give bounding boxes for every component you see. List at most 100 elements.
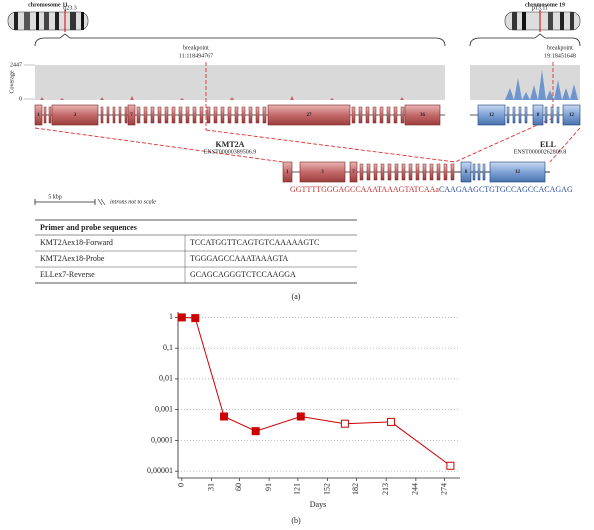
data-point [296,412,305,421]
exon [358,106,363,124]
x-axis-label: Days [310,500,326,509]
x-tick-label: 91 [264,483,273,491]
exon [393,106,398,124]
data-point [340,419,349,428]
breakpoint-position: 19:18451648 [544,53,576,59]
exon [506,106,510,124]
exon [380,163,385,181]
table-cell: ELLex7-Reverse [40,270,95,279]
exon-label: 7 [130,113,133,118]
exon [192,106,197,124]
exon [234,106,239,124]
exon [157,106,162,124]
x-tick-label: 31 [206,483,215,491]
exon [477,104,506,126]
exon [404,104,441,126]
exon [373,163,378,181]
exon [267,104,351,126]
exon [460,161,472,183]
scale-break [97,198,103,206]
exon [255,106,260,124]
chromosome-band: p13.11 [532,5,548,11]
exon [351,106,356,124]
exon [408,163,413,181]
exon [248,106,253,124]
x-tick-label: 152 [322,483,331,495]
exon-label: 36 [420,113,426,118]
gene-models: 1 3 7 27 36 12 8 12 1 3 7 8 12 [34,104,581,183]
gene-name: ELL [540,140,556,149]
exon [150,106,155,124]
table-cell: KMT2Aex18-Forward [40,238,113,247]
y-tick-label: 0,001 [155,405,173,414]
exon [472,163,476,181]
data-point [177,313,186,322]
breakpoint-position: 11:118494767 [179,53,213,59]
exon [227,106,232,124]
scale-break [100,198,106,206]
exon [544,106,548,124]
exon-label: 12 [515,170,521,175]
exon [489,161,546,183]
exon [366,163,371,181]
exon [171,106,176,124]
primer-table: Primer and probe sequences KMT2Aex18-For… [35,219,357,284]
exon [379,106,384,124]
exon [48,106,52,124]
exon [127,104,136,126]
breakpoint-lines [34,62,581,163]
exon [164,106,169,124]
y-tick-label: 0,01 [159,374,173,383]
coverage-label: Coverage [9,70,15,93]
chart: 1 0,1 0,01 0,001 0,0001 0,00001 0 31 60 91 121 152 1… [147,312,460,495]
exon [518,106,522,124]
exon [199,106,204,124]
exon [185,106,190,124]
exon [394,163,399,181]
x-tick-label: 213 [381,483,390,495]
chromosome-band: q23.3 [63,5,77,11]
chromosome-name: chromosome 19 [525,2,565,8]
exon [512,106,516,124]
exon [282,161,293,183]
x-tick-label: 121 [293,483,302,495]
exon [136,106,141,124]
data-point [220,412,229,421]
table-cell: TGGGAGCCAAATAAAGTA [190,254,288,263]
exon [365,106,370,124]
ideogram [504,10,581,32]
coverage-track [35,65,445,100]
exon-label: 8 [465,170,468,175]
bracket [469,33,581,47]
gene-name: KMT2A [216,140,245,149]
table-cell: KMT2Aex18-Probe [40,254,105,263]
exon [562,104,581,126]
exon [118,106,122,124]
panel-label: (a) [292,292,301,301]
breakpoint-label: breakpoint [547,45,573,51]
exon-label: 8 [537,113,540,118]
x-tick-label: 0 [177,483,186,487]
breakpoint-label: breakpoint [183,45,209,51]
data-point [386,417,395,426]
exon [556,106,560,124]
exon [262,106,267,124]
y-tick-label: 1 [169,312,173,321]
exon [100,106,104,124]
y-tick-label: 0,1 [163,343,173,352]
exon-label: 3 [74,113,77,118]
data-point [251,427,260,436]
scale-label: 5 kbp [48,194,62,200]
exon [532,104,544,126]
exon [213,106,218,124]
exon [359,163,364,181]
exon [43,106,47,124]
transcript-id: ENST00000262809.8 [514,149,567,155]
exon-label: 1 [37,113,40,118]
coverage-profile [40,96,404,100]
exon [422,163,427,181]
fusion-sequence: GGTTTTGGGAGCCAAATAAAGTATCAAaCAAGAAGCTGTG… [290,185,573,194]
exon [349,161,358,183]
